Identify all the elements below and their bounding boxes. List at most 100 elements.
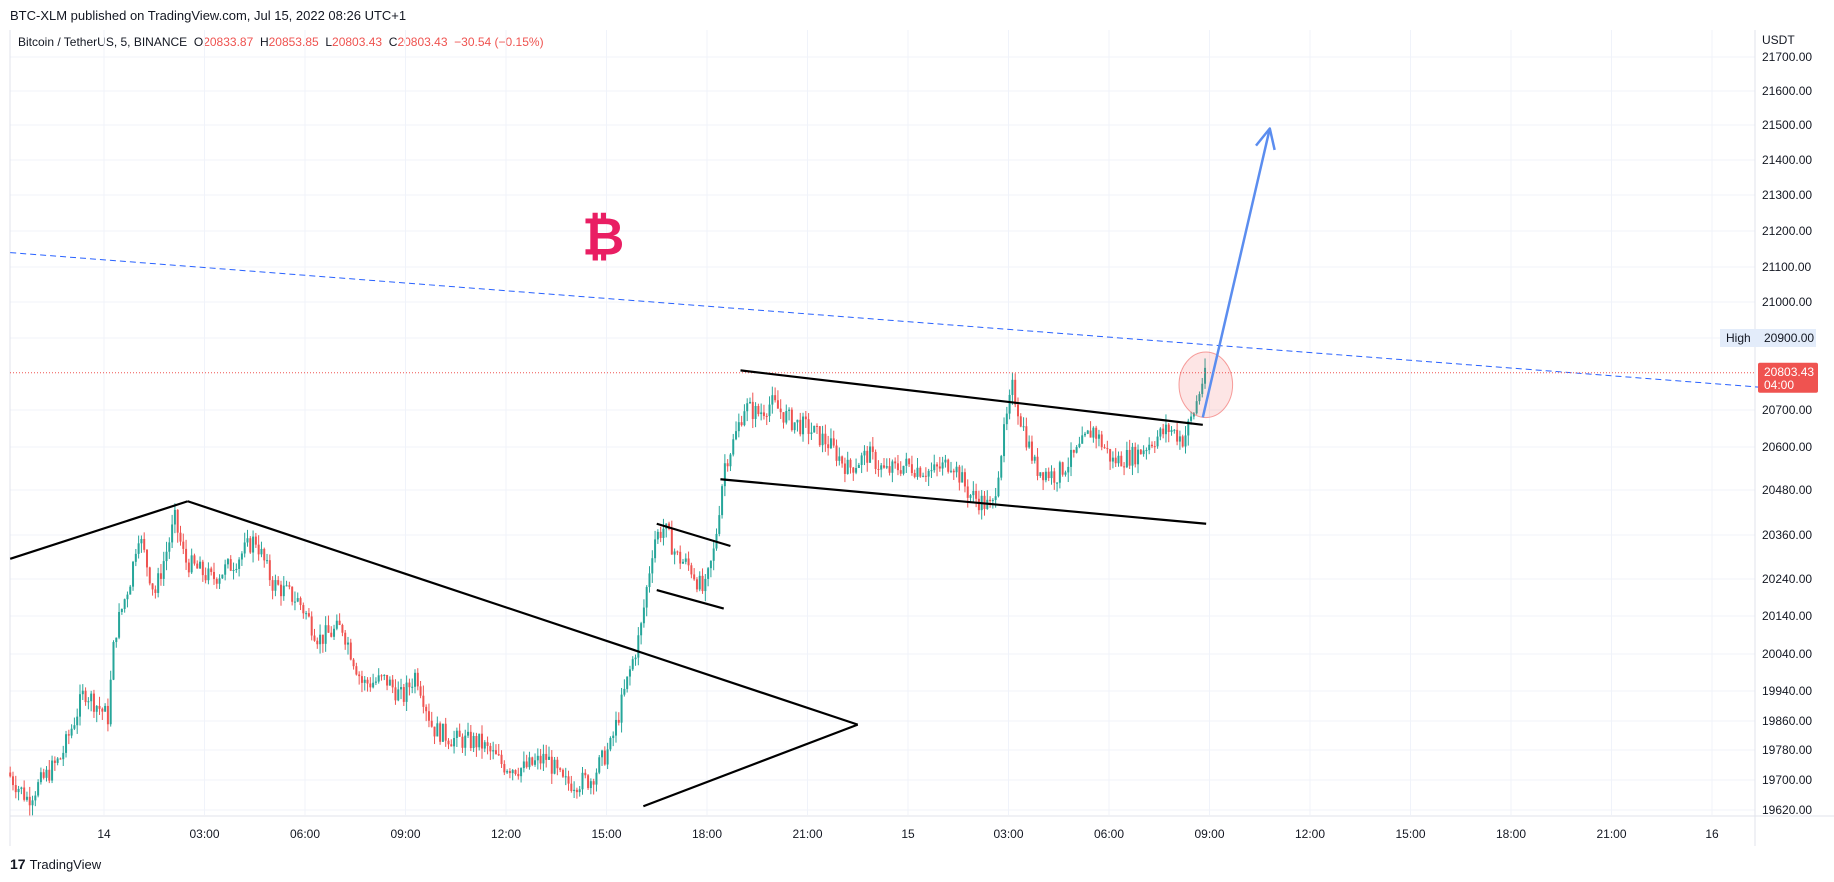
candle: [1028, 435, 1031, 449]
candle: [737, 413, 740, 438]
high-value: 20853.85: [268, 35, 319, 49]
candle: [810, 422, 813, 440]
candle: [550, 750, 553, 784]
candle: [1153, 441, 1156, 453]
candle: [916, 457, 919, 480]
candle: [324, 616, 327, 652]
candle: [849, 458, 852, 474]
candle: [65, 730, 68, 758]
candle: [500, 750, 503, 768]
candle: [648, 566, 651, 593]
candle: [358, 671, 361, 685]
candle: [1176, 422, 1179, 446]
candle: [23, 780, 26, 802]
candle: [115, 637, 118, 648]
candle: [614, 711, 617, 743]
candle: [472, 732, 475, 753]
candle: [1128, 439, 1131, 469]
y-tick-label: 21100.00: [1762, 260, 1811, 274]
high-marker-value: 20900.00: [1764, 331, 1814, 345]
candle: [575, 787, 578, 799]
candle: [338, 613, 341, 626]
candle: [224, 559, 227, 581]
y-tick-label: 21400.00: [1762, 153, 1812, 167]
trendline[interactable]: [656, 589, 725, 610]
candle: [279, 580, 282, 606]
candle: [896, 454, 899, 476]
candle: [112, 640, 115, 681]
candle: [1167, 422, 1170, 443]
candle: [503, 760, 506, 776]
projection-arrow[interactable]: [1201, 128, 1272, 418]
candle: [838, 447, 841, 466]
candle: [885, 458, 888, 470]
candle: [659, 526, 662, 543]
candle: [171, 514, 174, 549]
candle: [824, 424, 827, 452]
candle: [1134, 442, 1137, 468]
candle: [78, 684, 81, 726]
candle: [1162, 423, 1165, 439]
candle: [196, 560, 199, 569]
candle: [1011, 372, 1014, 405]
candle: [894, 457, 897, 469]
candle: [363, 676, 366, 691]
candle: [863, 445, 866, 466]
candle: [62, 745, 65, 767]
resistance-dashed-line[interactable]: [10, 252, 1776, 389]
candle: [681, 558, 684, 565]
candle: [534, 753, 537, 767]
candle: [1016, 397, 1019, 425]
bitcoin-icon[interactable]: ₿: [582, 208, 624, 268]
y-tick-label: 21700.00: [1762, 50, 1812, 64]
candle: [441, 723, 444, 743]
trendline[interactable]: [187, 500, 859, 726]
candle: [388, 676, 391, 686]
candle: [908, 458, 911, 467]
candle: [687, 551, 690, 571]
candle: [254, 532, 257, 548]
trendline[interactable]: [740, 369, 1203, 426]
candle: [243, 532, 246, 558]
trendline[interactable]: [720, 478, 1207, 525]
candle: [101, 707, 104, 720]
candle: [296, 592, 299, 603]
candle: [514, 769, 517, 776]
candle: [1064, 470, 1067, 477]
candle: [662, 518, 665, 546]
candle: [670, 520, 673, 555]
candle: [642, 599, 645, 628]
candle: [949, 461, 952, 474]
candle: [520, 767, 523, 783]
y-tick-label: 19620.00: [1762, 803, 1812, 817]
candle: [684, 553, 687, 565]
candle: [352, 658, 355, 670]
candle: [201, 559, 204, 582]
candle: [774, 387, 777, 403]
trendline[interactable]: [656, 522, 731, 548]
candle: [1078, 436, 1081, 449]
trendline[interactable]: [9, 500, 189, 560]
candle: [321, 634, 324, 653]
candle: [771, 386, 774, 414]
footer-brand[interactable]: 17 TradingView: [10, 856, 101, 872]
candle: [525, 754, 528, 769]
candle: [1159, 427, 1162, 441]
candle: [478, 733, 481, 751]
symbol-name[interactable]: Bitcoin / TetherUS, 5, BINANCE: [18, 35, 188, 49]
candle: [92, 689, 95, 718]
x-tick-label: 15: [901, 827, 915, 841]
candle: [1081, 426, 1084, 444]
candle: [402, 683, 405, 706]
candle: [1117, 451, 1120, 467]
candle: [776, 390, 779, 409]
candle: [341, 623, 344, 637]
candle: [159, 564, 162, 586]
candle: [556, 756, 559, 776]
highlight-ellipse[interactable]: [1178, 351, 1234, 419]
candle: [587, 774, 590, 790]
candle: [483, 740, 486, 753]
trendline[interactable]: [642, 723, 859, 808]
candle: [464, 729, 467, 756]
